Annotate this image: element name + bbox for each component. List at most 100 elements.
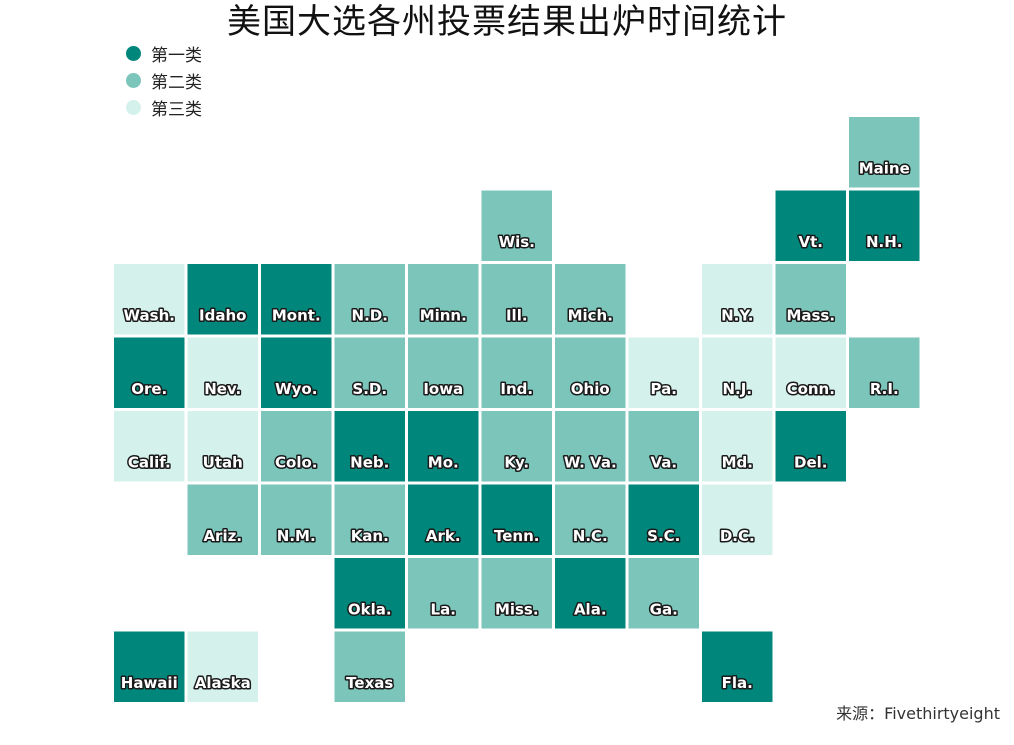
state-tile-rect [555,264,626,335]
state-tile-label: N.M. [277,527,316,545]
source-note: 来源：Fivethirtyeight [836,704,1000,723]
state-tile-rect [334,558,405,629]
state-tile-label: Del. [794,454,827,472]
state-tile-label: Neb. [350,454,389,472]
state-tile-n-d: N.D. [334,264,405,335]
state-tile-label: Ill. [506,307,528,325]
state-tile-ky: Ky. [481,411,552,482]
state-tile-label: Iowa [423,380,463,398]
state-tile-calif: Calif. [114,411,185,482]
state-tile-iowa: Iowa [408,337,479,408]
state-tile-label: Ga. [650,601,678,619]
state-tile-label: Ark. [426,527,461,545]
state-tile-rect [334,337,405,408]
state-tile-label: Wis. [499,233,535,251]
state-tile-label: N.J. [722,380,752,398]
state-tile-rect [702,337,773,408]
state-tile-rect [481,337,552,408]
state-tile-vt: Vt. [775,190,846,261]
state-tile-rect [481,484,552,555]
state-tile-rect [114,264,185,335]
state-tile-ind: Ind. [481,337,552,408]
state-tile-label: Mich. [568,307,613,325]
state-tile-rect [775,190,846,261]
state-tile-rect [408,264,479,335]
state-tile-label: Mo. [428,454,459,472]
state-tile-rect [481,264,552,335]
state-tile-rect [261,264,332,335]
state-tile-label: W. Va. [564,454,617,472]
state-tile-rect [334,484,405,555]
state-tile-mo: Mo. [408,411,479,482]
state-tile-label: Kan. [351,527,389,545]
state-tile-label: Calif. [128,454,171,472]
state-tile-label: Miss. [495,601,539,619]
state-tile-label: Tenn. [494,527,539,545]
state-tile-label: Hawaii [121,674,178,692]
state-tile-label: Okla. [348,601,392,619]
state-tile-rect [261,484,332,555]
state-tile-ala: Ala. [555,558,626,629]
state-tile-ore: Ore. [114,337,185,408]
state-tile-miss: Miss. [481,558,552,629]
state-tile-rect [702,484,773,555]
state-tile-neb: Neb. [334,411,405,482]
state-tile-rect [187,337,258,408]
state-tile-label: Colo. [275,454,317,472]
state-tile-del: Del. [775,411,846,482]
state-tile-label: Pa. [651,380,677,398]
state-tile-label: S.D. [352,380,387,398]
state-tile-rect [555,558,626,629]
state-tile-label: Wash. [124,307,175,325]
state-tile-ark: Ark. [408,484,479,555]
legend-label-category-2: 第二类 [151,73,202,93]
state-tile-w-va: W. Va. [555,411,626,482]
state-tile-s-c: S.C. [628,484,699,555]
state-tile-rect [334,631,405,702]
state-tile-mass: Mass. [775,264,846,335]
state-tile-rect [334,264,405,335]
state-tile-label: Utah [203,454,243,472]
state-tile-rect [628,558,699,629]
state-tile-rect [849,117,920,188]
state-tile-ohio: Ohio [555,337,626,408]
state-tile-fla: Fla. [702,631,773,702]
state-tile-rect [261,337,332,408]
state-tile-rect [702,264,773,335]
state-tile-label: R.I. [870,380,899,398]
state-tile-okla: Okla. [334,558,405,629]
state-tile-label: Ind. [500,380,533,398]
legend-item-category-2: 第二类 [126,67,202,94]
state-tile-wyo: Wyo. [261,337,332,408]
state-tile-rect [187,631,258,702]
state-tile-texas: Texas [334,631,405,702]
state-tile-rect [114,337,185,408]
state-tile-label: Vt. [799,233,823,251]
state-tile-label: Maine [859,160,910,178]
state-tile-la: La. [408,558,479,629]
state-tile-nev: Nev. [187,337,258,408]
state-tile-rect [114,631,185,702]
state-tile-rect [187,264,258,335]
state-tile-s-d: S.D. [334,337,405,408]
state-tile-label: Ore. [131,380,167,398]
state-tile-label: D.C. [720,527,755,545]
state-tile-rect [849,337,920,408]
state-tile-rect [775,411,846,482]
state-tile-tenn: Tenn. [481,484,552,555]
state-tile-label: La. [431,601,456,619]
state-tile-rect [481,190,552,261]
state-tile-label: Va. [650,454,677,472]
state-tile-colo: Colo. [261,411,332,482]
state-tile-rect [481,558,552,629]
legend: 第一类 第二类 第三类 [126,40,202,121]
legend-label-category-1: 第一类 [151,46,202,66]
state-tile-rect [702,631,773,702]
legend-item-category-1: 第一类 [126,40,202,67]
state-tile-ariz: Ariz. [187,484,258,555]
state-tile-n-c: N.C. [555,484,626,555]
state-tile-mont: Mont. [261,264,332,335]
state-tile-label: Nev. [204,380,241,398]
state-tile-rect [702,411,773,482]
legend-swatch-category-3 [126,100,141,115]
